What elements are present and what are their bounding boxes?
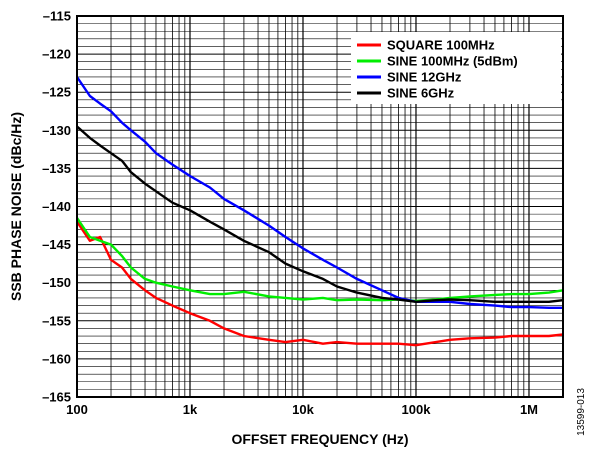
series-group bbox=[76, 76, 564, 347]
y-tick-label: –135 bbox=[42, 161, 71, 176]
y-tick-label: –155 bbox=[42, 313, 71, 328]
series-line bbox=[76, 76, 563, 309]
legend-label: SQUARE 100MHz bbox=[387, 38, 495, 53]
series-line bbox=[76, 217, 564, 303]
y-tick-label: –130 bbox=[42, 123, 71, 138]
legend-box bbox=[351, 32, 561, 104]
grid bbox=[76, 15, 564, 398]
x-axis-title: OFFSET FREQUENCY (Hz) bbox=[231, 431, 408, 447]
legend-label: SINE 100MHz (5dBm) bbox=[387, 54, 518, 69]
x-tick-label: 100 bbox=[66, 402, 88, 417]
y-tick-label: –145 bbox=[42, 237, 71, 252]
y-tick-label: –120 bbox=[42, 47, 71, 62]
x-tick-label: 100k bbox=[402, 402, 432, 417]
x-tick-label: 1M bbox=[520, 402, 538, 417]
y-tick-label: –150 bbox=[42, 275, 71, 290]
series-line bbox=[76, 221, 564, 347]
y-axis-title: SSB PHASE NOISE (dBc/Hz) bbox=[8, 112, 24, 301]
x-tick-label: 10k bbox=[292, 402, 314, 417]
legend-label: SINE 6GHz bbox=[387, 86, 455, 101]
y-tick-label: –165 bbox=[42, 390, 71, 405]
x-tick-label: 1k bbox=[183, 402, 198, 417]
plot-frame bbox=[76, 15, 564, 398]
y-tick-label: –160 bbox=[42, 351, 71, 366]
y-tick-label: –125 bbox=[42, 85, 71, 100]
tick-labels: –115 –120 –125 –130 –135 –140 –145 –150 –155 –160… bbox=[42, 9, 538, 418]
legend-label: SINE 12GHz bbox=[387, 70, 462, 85]
figure-id: 13599-013 bbox=[576, 388, 587, 436]
series-line bbox=[76, 125, 564, 303]
y-tick-label: –140 bbox=[42, 199, 71, 214]
y-tick-label: –115 bbox=[43, 9, 71, 24]
